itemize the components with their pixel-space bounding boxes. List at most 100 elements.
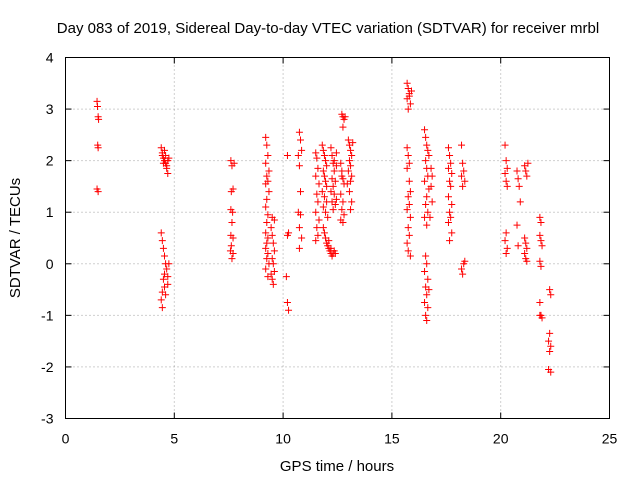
data-point	[448, 170, 456, 178]
data-point	[423, 317, 431, 325]
data-point	[523, 257, 531, 265]
y-tick-label: 2	[46, 153, 54, 169]
data-point	[297, 136, 305, 144]
data-point	[295, 244, 303, 252]
data-point	[458, 172, 466, 180]
data-point	[446, 208, 454, 216]
data-point	[403, 206, 411, 214]
data-point	[421, 177, 429, 185]
data-point	[547, 291, 555, 299]
data-point	[405, 159, 413, 167]
data-point	[446, 237, 454, 245]
data-point	[347, 146, 355, 154]
data-point	[339, 198, 347, 206]
data-point	[427, 164, 435, 172]
data-point	[513, 221, 521, 229]
data-point	[406, 213, 414, 221]
data-point	[461, 177, 469, 185]
data-point	[545, 337, 553, 345]
data-point	[322, 157, 330, 165]
data-point	[515, 182, 523, 190]
data-point	[229, 208, 237, 216]
data-point	[405, 231, 413, 239]
data-point	[313, 190, 321, 198]
data-point	[329, 182, 337, 190]
data-point	[159, 275, 167, 283]
data-point	[322, 208, 330, 216]
data-point	[265, 167, 273, 175]
data-point	[327, 244, 335, 252]
data-point	[447, 159, 455, 167]
data-point	[428, 172, 436, 180]
data-point	[263, 141, 271, 149]
data-point	[421, 298, 429, 306]
data-point	[547, 368, 555, 376]
data-point	[444, 164, 452, 172]
data-point	[459, 182, 467, 190]
data-point	[344, 167, 352, 175]
data-point	[268, 231, 276, 239]
data-point	[94, 144, 102, 152]
data-point	[283, 231, 291, 239]
data-point	[501, 170, 509, 178]
data-point	[404, 247, 412, 255]
data-point	[423, 260, 431, 268]
data-point	[298, 234, 306, 242]
data-point	[320, 193, 328, 201]
data-point	[327, 144, 335, 152]
data-point	[546, 329, 554, 337]
data-point	[265, 188, 273, 196]
chart-title: Day 083 of 2019, Sidereal Day-to-day VTE…	[57, 20, 599, 37]
data-point	[263, 219, 271, 227]
data-point	[267, 270, 275, 278]
data-point	[319, 167, 327, 175]
data-point	[424, 208, 432, 216]
data-point	[501, 141, 509, 149]
data-point	[404, 193, 412, 201]
data-point	[349, 139, 357, 147]
data-point	[226, 247, 234, 255]
data-point	[514, 175, 522, 183]
data-point	[448, 229, 456, 237]
data-point	[343, 180, 351, 188]
data-point	[459, 159, 467, 167]
data-point	[162, 291, 170, 299]
x-axis-label: GPS time / hours	[280, 458, 394, 475]
data-point	[448, 200, 456, 208]
data-point	[536, 298, 544, 306]
data-point	[330, 167, 338, 175]
data-point	[421, 268, 429, 276]
data-point	[331, 200, 339, 208]
data-point	[345, 157, 353, 165]
y-tick-label: -3	[41, 411, 54, 427]
data-point	[447, 213, 455, 221]
data-point	[282, 273, 290, 281]
y-tick-label: 3	[46, 101, 54, 117]
data-point	[314, 198, 322, 206]
data-point	[503, 182, 511, 190]
data-point	[323, 182, 331, 190]
data-point	[285, 306, 293, 314]
data-point	[295, 128, 303, 136]
data-point	[536, 231, 544, 239]
data-point	[267, 224, 275, 232]
y-tick-label: 0	[46, 256, 54, 272]
data-point	[318, 141, 326, 149]
data-point	[458, 265, 466, 273]
x-tick-label: 10	[275, 431, 291, 447]
x-tick-label: 25	[602, 431, 618, 447]
x-tick-labels: 0 5 10 15 20 25	[62, 431, 618, 447]
data-point	[263, 172, 271, 180]
data-point	[312, 172, 320, 180]
data-point	[405, 177, 413, 185]
plot-frame	[65, 57, 610, 419]
data-point	[93, 102, 101, 110]
data-point	[229, 234, 237, 242]
data-point	[332, 149, 340, 157]
data-point	[94, 188, 102, 196]
data-point	[537, 237, 545, 245]
data-point	[227, 242, 235, 250]
data-point	[161, 270, 169, 278]
data-point	[269, 280, 277, 288]
